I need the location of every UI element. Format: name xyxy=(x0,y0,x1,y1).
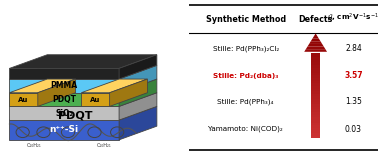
Polygon shape xyxy=(311,115,321,117)
Polygon shape xyxy=(311,104,321,107)
Polygon shape xyxy=(311,65,321,67)
Polygon shape xyxy=(311,125,321,128)
Text: 0.03: 0.03 xyxy=(345,125,362,134)
Text: SiO₂: SiO₂ xyxy=(55,109,73,118)
Polygon shape xyxy=(9,79,76,93)
Polygon shape xyxy=(312,36,319,39)
Text: Yamamoto: Ni(COD)₂: Yamamoto: Ni(COD)₂ xyxy=(208,126,283,132)
Polygon shape xyxy=(311,117,321,120)
Text: Defects: Defects xyxy=(299,15,333,24)
Text: Stille: Pd(PPh₃)₄: Stille: Pd(PPh₃)₄ xyxy=(217,99,274,105)
Polygon shape xyxy=(81,93,110,106)
Polygon shape xyxy=(311,53,321,54)
Text: PDQT: PDQT xyxy=(58,111,93,121)
Polygon shape xyxy=(311,96,321,99)
Text: n⁺⁺-Si: n⁺⁺-Si xyxy=(50,125,79,135)
Polygon shape xyxy=(311,123,321,125)
Text: C₁₀H₂₁: C₁₀H₂₁ xyxy=(26,143,42,148)
Polygon shape xyxy=(9,106,157,120)
Text: Au: Au xyxy=(19,97,29,103)
Polygon shape xyxy=(119,93,157,120)
Polygon shape xyxy=(311,62,321,65)
Text: 3.57: 3.57 xyxy=(344,71,363,81)
Polygon shape xyxy=(9,93,157,106)
Polygon shape xyxy=(311,107,321,109)
Polygon shape xyxy=(311,86,321,88)
Polygon shape xyxy=(311,75,321,78)
Polygon shape xyxy=(311,94,321,96)
Polygon shape xyxy=(311,91,321,94)
Polygon shape xyxy=(311,112,321,115)
Text: PMMA: PMMA xyxy=(51,81,78,90)
Polygon shape xyxy=(9,79,119,93)
Polygon shape xyxy=(9,93,119,106)
Polygon shape xyxy=(311,130,321,133)
Polygon shape xyxy=(311,54,321,57)
Polygon shape xyxy=(119,55,157,79)
Polygon shape xyxy=(311,99,321,102)
Text: 1.35: 1.35 xyxy=(345,97,362,106)
Polygon shape xyxy=(119,106,157,140)
Text: $\bar{\mu}$, cm$^2$V$^{-1}$s$^{-1}$: $\bar{\mu}$, cm$^2$V$^{-1}$s$^{-1}$ xyxy=(327,12,378,24)
Polygon shape xyxy=(9,79,157,93)
Polygon shape xyxy=(311,120,321,123)
Polygon shape xyxy=(9,68,119,79)
Polygon shape xyxy=(311,88,321,91)
Polygon shape xyxy=(311,78,321,81)
Polygon shape xyxy=(309,41,322,44)
Polygon shape xyxy=(311,70,321,73)
Polygon shape xyxy=(9,106,119,120)
Polygon shape xyxy=(306,47,325,49)
Text: Au: Au xyxy=(90,97,101,103)
Polygon shape xyxy=(9,93,38,106)
Polygon shape xyxy=(311,67,321,70)
Polygon shape xyxy=(38,79,76,106)
Polygon shape xyxy=(9,55,157,68)
Polygon shape xyxy=(311,60,321,62)
Polygon shape xyxy=(311,102,321,104)
Polygon shape xyxy=(9,65,157,79)
Polygon shape xyxy=(110,79,147,106)
Polygon shape xyxy=(314,33,317,36)
Polygon shape xyxy=(311,81,321,83)
Polygon shape xyxy=(311,109,321,112)
Polygon shape xyxy=(307,44,324,47)
Polygon shape xyxy=(81,79,147,93)
Polygon shape xyxy=(311,73,321,75)
Text: 2.84: 2.84 xyxy=(345,44,362,53)
Polygon shape xyxy=(311,57,321,60)
Polygon shape xyxy=(311,39,321,41)
Polygon shape xyxy=(119,79,157,106)
Text: C₁₀H₂₁: C₁₀H₂₁ xyxy=(96,143,112,148)
Polygon shape xyxy=(311,133,321,136)
Polygon shape xyxy=(9,120,119,140)
Polygon shape xyxy=(119,65,157,93)
Polygon shape xyxy=(311,83,321,86)
Text: Stille: Pd(PPh₃)₂Cl₂: Stille: Pd(PPh₃)₂Cl₂ xyxy=(212,45,279,52)
Polygon shape xyxy=(311,136,321,138)
Text: Stille: Pd₂(dba)₃: Stille: Pd₂(dba)₃ xyxy=(213,73,278,79)
Text: PDQT: PDQT xyxy=(52,95,76,104)
Polygon shape xyxy=(304,49,327,52)
Text: Synthetic Method: Synthetic Method xyxy=(206,15,286,24)
Polygon shape xyxy=(311,128,321,130)
